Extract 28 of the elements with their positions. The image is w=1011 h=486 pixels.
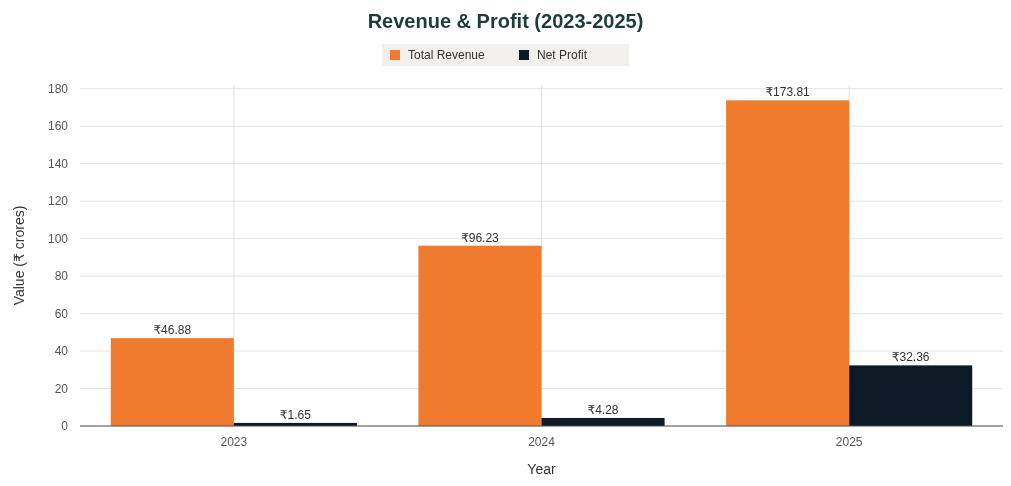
y-tick-label: 40 <box>54 344 69 359</box>
x-axis-title: Year <box>527 461 556 477</box>
bar <box>418 245 542 426</box>
data-label: ₹173.81 <box>765 85 811 100</box>
bar <box>110 338 234 426</box>
data-label: ₹1.65 <box>279 407 312 422</box>
y-axis-title: Value (₹ crores) <box>11 205 27 306</box>
y-tick-label: 0 <box>61 419 69 433</box>
y-tick-label: 60 <box>54 306 69 321</box>
chart-title: Revenue & Profit (2023-2025) <box>367 10 644 32</box>
legend-label: Total Revenue <box>408 48 486 62</box>
y-tick-label: 160 <box>47 119 69 134</box>
y-tick-label: 180 <box>47 81 69 96</box>
data-label: ₹32.36 <box>891 350 930 365</box>
x-tick-label: 2025 <box>835 435 863 449</box>
data-label: ₹96.23 <box>461 230 500 245</box>
bar <box>849 365 973 426</box>
data-label: ₹46.88 <box>153 323 192 338</box>
x-tick-label: 2023 <box>220 435 248 449</box>
legend-label: Net Profit <box>537 48 588 62</box>
y-tick-label: 80 <box>54 269 69 284</box>
y-tick-label: 120 <box>47 194 69 209</box>
y-tick-label: 100 <box>47 231 69 246</box>
bar <box>726 100 850 426</box>
data-label: ₹4.28 <box>587 402 619 417</box>
y-tick-label: 20 <box>54 381 69 396</box>
x-tick-label: 2024 <box>528 435 556 449</box>
y-tick-label: 140 <box>47 156 69 171</box>
